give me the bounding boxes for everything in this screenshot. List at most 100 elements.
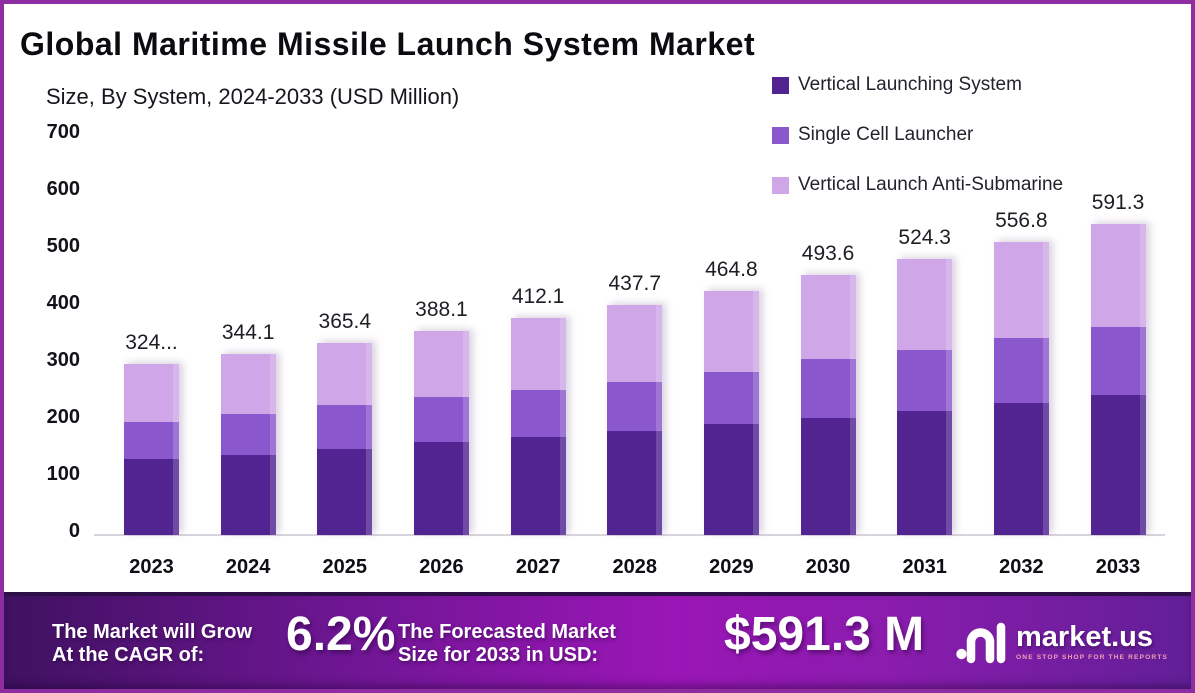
bar-segment-2032-series-2: [993, 242, 1049, 338]
brand-name: market.us: [1016, 620, 1154, 653]
bar-segment-2023-series-0: [124, 459, 179, 535]
cagr-value: 6.2%: [286, 608, 396, 661]
legend-label: Vertical Launching System: [798, 74, 1022, 95]
x-axis-label-2026: 2026: [419, 556, 464, 578]
bar-segment-2025-series-2: [317, 343, 373, 405]
bar-total-label-2025: 365.4: [318, 310, 372, 333]
x-axis-label-2033: 2033: [1095, 556, 1141, 578]
bar-total-label-2030: 493.6: [801, 242, 855, 265]
cagr-label-line1: The Market will Grow: [52, 621, 253, 643]
bar-segment-2024-series-0: [220, 455, 276, 535]
x-axis-label-2025: 2025: [322, 556, 368, 578]
bar-total-label-2026: 388.1: [415, 298, 468, 321]
y-axis-tick-label: 200: [46, 406, 80, 428]
y-axis-tick-label: 300: [46, 349, 80, 371]
bar-segment-2025-series-1: [317, 405, 373, 449]
chart-plot: 0 100 200 300 400 500 600 700 324... 2023 344.1 20…: [4, 4, 1191, 689]
bar-segment-2023-series-2: [124, 364, 179, 422]
bar-segment-2029-series-2: [703, 291, 759, 372]
bar-segment-2024-series-1: [220, 414, 276, 455]
y-axis-tick-label: 500: [46, 235, 80, 257]
bar-segment-2029-series-0: [703, 424, 759, 535]
x-axis-line: [94, 534, 1165, 536]
bar-segment-2028-series-0: [607, 431, 663, 535]
bar-2033: [1090, 224, 1146, 535]
bar-2026: [413, 331, 469, 535]
x-axis-label-2023: 2023: [129, 556, 174, 578]
y-axis-tick-label: 600: [46, 178, 80, 200]
brand-tagline: ONE STOP SHOP FOR THE REPORTS: [1016, 653, 1169, 661]
forecast-label: The Forecasted Market Size for 2033 in U…: [398, 621, 616, 667]
bar-segment-2023-series-1: [124, 422, 179, 459]
bar-segment-2029-series-1: [703, 372, 759, 424]
y-axis-tick-label: 700: [46, 121, 80, 143]
x-axis-label-2030: 2030: [805, 556, 851, 578]
bar-total-label-2033: 591.3: [1091, 191, 1145, 214]
forecast-value: $591.3 M: [724, 608, 925, 661]
bar-total-label-2028: 437.7: [608, 272, 662, 295]
bar-segment-2030-series-2: [800, 275, 856, 359]
bar-2024: [220, 354, 276, 535]
cagr-label: The Market will Grow At the CAGR of:: [52, 621, 252, 667]
bar-segment-2024-series-2: [220, 354, 276, 414]
bar-segment-2025-series-0: [317, 449, 373, 535]
x-axis-label-2028: 2028: [612, 556, 658, 578]
bar-2032: [993, 242, 1049, 535]
x-axis-label-2027: 2027: [515, 556, 561, 578]
legend-label: Vertical Launch Anti-Submarine: [798, 174, 1064, 195]
legend-item-single-cell-launcher: Single Cell Launcher: [772, 124, 973, 146]
legend-item-vertical-launch-anti-submarine: Vertical Launch Anti-Submarine: [772, 174, 1063, 196]
legend-label: Single Cell Launcher: [798, 124, 974, 145]
chart-title: Global Maritime Missile Launch System Ma…: [20, 26, 756, 62]
bar-segment-2030-series-1: [800, 359, 856, 418]
market-us-logo-icon: [956, 622, 1006, 664]
legend-swatch-icon: [772, 76, 789, 94]
bar-segment-2031-series-1: [897, 350, 953, 411]
bar-total-label-2027: 412.1: [511, 285, 565, 308]
bar-segment-2026-series-2: [413, 331, 469, 397]
bar-segment-2032-series-0: [993, 403, 1049, 535]
bar-segment-2027-series-0: [510, 437, 566, 535]
bar-segment-2026-series-0: [413, 442, 469, 535]
bar-segment-2033-series-0: [1090, 395, 1146, 535]
bar-2031: [897, 259, 953, 535]
bar-total-label-2024: 344.1: [221, 321, 275, 344]
y-axis-tick-label: 100: [46, 463, 80, 485]
bar-2025: [317, 343, 373, 535]
cagr-label-line2: At the CAGR of:: [52, 644, 205, 666]
bar-total-label-2023: 324...: [125, 331, 178, 354]
bar-segment-2031-series-2: [897, 259, 953, 350]
forecast-label-line1: The Forecasted Market: [398, 621, 616, 643]
bar-segment-2028-series-1: [607, 382, 663, 431]
bar-2030: [800, 275, 856, 535]
bar-total-label-2029: 464.8: [705, 258, 758, 281]
bar-segment-2033-series-2: [1090, 224, 1146, 327]
legend-swatch-icon: [772, 126, 789, 144]
bar-segment-2031-series-0: [897, 411, 953, 535]
bar-2027: [510, 318, 566, 535]
footer-banner: The Market will Grow At the CAGR of: 6.2…: [4, 592, 1191, 689]
bar-2028: [607, 305, 663, 535]
x-axis-label-2029: 2029: [709, 556, 754, 578]
x-axis-label-2024: 2024: [225, 556, 271, 578]
bar-total-label-2031: 524.3: [898, 226, 951, 249]
bar-segment-2030-series-0: [800, 418, 856, 535]
bar-segment-2033-series-1: [1090, 327, 1146, 395]
y-axis-tick-label: 0: [68, 520, 80, 542]
forecast-label-line2: Size for 2033 in USD:: [398, 644, 599, 666]
bar-segment-2027-series-1: [510, 390, 566, 437]
bar-segment-2027-series-2: [510, 318, 566, 390]
chart-subtitle: Size, By System, 2024-2033 (USD Million): [46, 84, 460, 109]
y-axis-tick-label: 400: [46, 292, 80, 314]
bar-segment-2026-series-1: [413, 397, 469, 442]
legend-item-vertical-launching-system: Vertical Launching System: [772, 74, 1022, 96]
brand-text: market.us ONE STOP SHOP FOR THE REPORTS: [1016, 622, 1168, 661]
legend-swatch-icon: [772, 176, 789, 194]
bar-segment-2032-series-1: [993, 338, 1049, 403]
bar-2023: [124, 364, 179, 535]
brand-logo: market.us ONE STOP SHOP FOR THE REPORTS: [956, 618, 1168, 664]
bar-2029: [703, 291, 759, 535]
x-axis-label-2032: 2032: [999, 556, 1044, 578]
x-axis-label-2031: 2031: [902, 556, 947, 578]
